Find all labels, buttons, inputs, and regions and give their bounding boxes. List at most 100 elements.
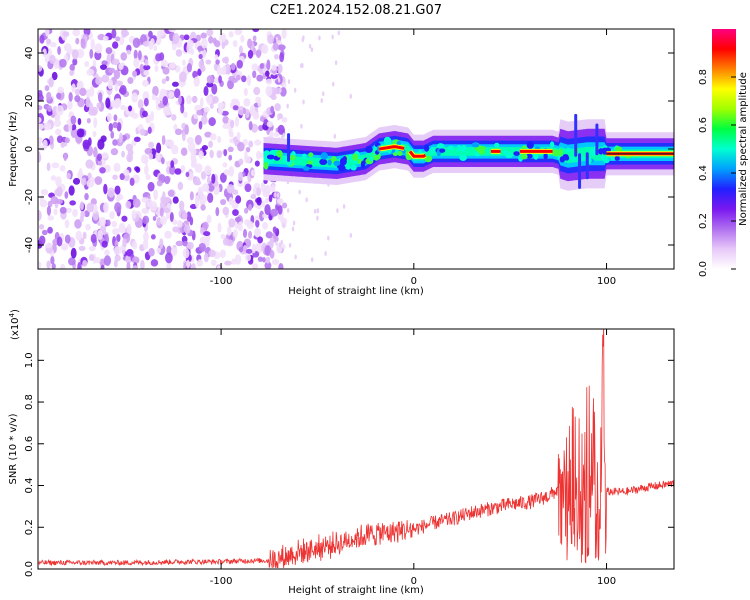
noise-speckle — [39, 195, 44, 204]
noise-speckle — [209, 149, 214, 159]
noise-speckle — [259, 210, 265, 222]
signal-blob — [357, 158, 362, 164]
noise-speckle — [222, 237, 230, 246]
signal-blob — [543, 153, 548, 160]
noise-speckle — [150, 259, 159, 267]
noise-speckle — [184, 224, 191, 235]
noise-speckle — [208, 117, 216, 127]
noise-speckle — [133, 49, 138, 60]
noise-speckle — [169, 62, 176, 69]
noise-speckle — [186, 241, 194, 250]
noise-speckle — [59, 165, 66, 172]
noise-speckle — [269, 130, 274, 140]
noise-speckle — [170, 160, 175, 169]
noise-speckle — [179, 200, 185, 211]
signal-blob — [302, 153, 307, 160]
spectrogram-panel: -100 0 100 -40 -20 0 20 40 Height of straight … — [8, 28, 675, 297]
faint-speckle — [324, 251, 327, 256]
noise-speckle — [204, 131, 212, 138]
noise-speckle — [248, 203, 253, 212]
noise-speckle — [40, 188, 49, 196]
noise-speckle — [48, 77, 54, 88]
noise-speckle — [54, 128, 62, 136]
noise-speckle — [47, 226, 53, 234]
snr-x-ticks: -100 0 100 — [210, 329, 616, 587]
noise-speckle — [252, 110, 257, 117]
noise-speckle — [181, 211, 188, 220]
noise-speckle — [140, 259, 145, 269]
faint-speckle — [333, 133, 337, 139]
noise-speckle — [273, 87, 282, 95]
noise-speckle — [68, 257, 76, 266]
noise-speckle — [193, 113, 199, 119]
noise-speckle — [141, 110, 148, 118]
signal-blob — [276, 150, 283, 158]
noise-speckle — [198, 120, 203, 130]
colorbar-tick-label: 0.4 — [698, 165, 709, 181]
noise-speckle — [56, 135, 63, 144]
signal-blob — [558, 148, 564, 157]
noise-speckle — [51, 263, 56, 269]
faint-speckle — [301, 37, 304, 43]
noise-speckle — [180, 147, 188, 156]
noise-speckle — [228, 197, 234, 206]
noise-speckle — [125, 254, 132, 264]
noise-speckle — [267, 34, 275, 45]
noise-speckle — [186, 95, 192, 105]
noise-speckle — [88, 254, 95, 262]
noise-speckle — [38, 261, 42, 269]
noise-speckle — [270, 105, 274, 114]
y-tick-label: 40 — [24, 47, 35, 60]
noise-speckle — [77, 118, 82, 126]
noise-speckle — [189, 216, 194, 226]
noise-speckle — [211, 173, 216, 184]
faint-speckle — [305, 197, 308, 203]
noise-speckle — [259, 63, 265, 69]
noise-speckle — [207, 192, 214, 204]
y-tick-label: 0 — [24, 146, 35, 152]
signal-blob — [460, 144, 467, 152]
noise-speckle — [166, 261, 172, 269]
noise-speckle — [185, 171, 190, 177]
noise-speckle — [164, 252, 173, 264]
noise-speckle — [177, 219, 183, 228]
colorbar-ticks: 0.0 0.2 0.4 0.6 0.8 — [698, 69, 736, 277]
noise-speckle — [113, 259, 118, 268]
noise-speckle — [115, 36, 121, 42]
faint-speckle — [287, 79, 291, 85]
faint-speckle — [278, 242, 282, 248]
noise-speckle — [159, 238, 164, 250]
noise-speckle — [198, 53, 203, 60]
noise-speckle — [155, 53, 162, 62]
noise-speckle — [103, 202, 109, 213]
noise-speckle — [137, 50, 142, 61]
noise-speckle — [131, 209, 137, 219]
noise-speckle — [60, 141, 65, 148]
noise-speckle — [151, 94, 157, 101]
snr-y-axis-label: SNR (10 * v/v) — [8, 413, 19, 484]
noise-speckle — [111, 29, 117, 39]
signal-blob — [603, 158, 610, 164]
noise-speckle — [125, 200, 132, 209]
noise-speckle — [170, 246, 178, 256]
noise-speckle — [265, 231, 273, 239]
noise-speckle — [175, 240, 184, 247]
noise-speckle — [186, 42, 193, 54]
noise-speckle — [179, 71, 187, 83]
noise-speckle — [148, 247, 155, 257]
noise-speckle — [62, 31, 70, 37]
noise-speckle — [118, 132, 123, 143]
noise-speckle — [247, 38, 253, 49]
noise-speckle — [103, 183, 108, 195]
noise-speckle — [79, 201, 84, 211]
noise-speckle — [144, 164, 149, 176]
noise-speckle — [246, 75, 252, 86]
faint-speckle — [336, 208, 339, 214]
noise-speckle — [80, 38, 86, 49]
signal-blob — [436, 143, 445, 149]
noise-speckle — [156, 142, 162, 154]
signal-blob — [513, 151, 520, 156]
noise-speckle — [164, 139, 170, 147]
noise-speckle — [66, 172, 71, 180]
noise-speckle — [201, 38, 208, 49]
